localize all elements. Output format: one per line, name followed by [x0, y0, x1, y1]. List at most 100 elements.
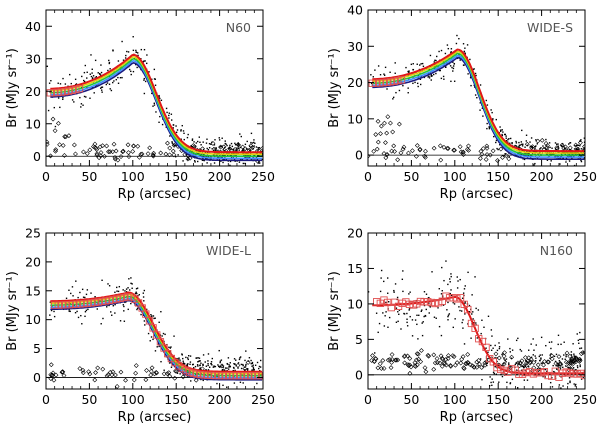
data-point [383, 280, 385, 283]
data-point [92, 75, 95, 77]
data-point [80, 314, 82, 317]
x-tick-label: 200 [208, 392, 232, 407]
data-point [496, 360, 498, 363]
data-point [526, 361, 528, 363]
data-point [191, 139, 194, 142]
background-point [245, 360, 251, 365]
data-point [154, 84, 157, 86]
background-point [375, 139, 381, 145]
data-point [576, 366, 579, 369]
model-curve [50, 299, 263, 381]
data-point [174, 156, 177, 158]
background-point [219, 363, 225, 369]
data-point [244, 167, 245, 168]
data-point [387, 326, 389, 328]
data-point [520, 369, 523, 372]
data-point [417, 75, 420, 77]
data-point [561, 358, 564, 360]
data-point [410, 63, 413, 66]
plot-frame [45, 9, 264, 167]
data-point [496, 349, 499, 352]
data-point [168, 112, 171, 114]
data-point [122, 59, 125, 61]
model-curve [50, 57, 263, 157]
data-point [372, 76, 374, 78]
data-point [214, 149, 216, 152]
data-point [490, 349, 493, 351]
background-point [109, 372, 115, 378]
data-point [471, 313, 473, 315]
data-point [198, 357, 201, 359]
data-point [127, 308, 129, 311]
background-point [112, 156, 118, 162]
data-point [463, 64, 465, 66]
data-point [535, 357, 537, 359]
data-point [558, 384, 561, 386]
data-point [570, 354, 573, 356]
data-point [197, 357, 199, 359]
data-point [487, 351, 489, 353]
data-point [89, 73, 91, 75]
data-point [411, 319, 414, 321]
background-point [371, 148, 377, 154]
data-point [394, 72, 396, 74]
data-point [474, 94, 477, 96]
data-point [108, 59, 110, 62]
data-point [162, 332, 165, 335]
background-point [389, 352, 395, 357]
data-point [545, 344, 547, 347]
data-point [144, 324, 146, 326]
data-point [84, 64, 87, 67]
data-point [143, 60, 145, 62]
data-point [497, 148, 499, 151]
data-point [86, 77, 88, 79]
data-point [452, 301, 454, 304]
data-point [520, 141, 523, 143]
data-point [508, 362, 510, 364]
data-point [464, 302, 466, 304]
data-point [183, 132, 185, 135]
data-point [377, 65, 380, 67]
data-point [210, 156, 212, 158]
data-point [534, 355, 536, 357]
data-point [134, 292, 137, 295]
background-point [459, 356, 465, 362]
plot-frame [367, 9, 586, 167]
data-point [515, 339, 518, 342]
plot-frame [367, 232, 586, 390]
background-point [95, 365, 101, 371]
data-point [563, 354, 565, 356]
data-point [105, 83, 107, 86]
data-point [448, 278, 451, 280]
data-point [249, 145, 251, 148]
data-point [82, 79, 85, 82]
data-point [222, 161, 224, 164]
data-point [560, 343, 562, 346]
background-point [450, 353, 456, 359]
data-point [463, 343, 466, 345]
model-curve [50, 55, 263, 155]
data-point [210, 143, 212, 146]
data-point [71, 286, 74, 288]
data-point [53, 106, 55, 109]
data-point [541, 362, 544, 364]
data-point [117, 60, 120, 62]
data-point [142, 296, 145, 298]
background-point [417, 146, 423, 152]
data-point [452, 67, 455, 70]
data-point [517, 146, 519, 148]
background-point [454, 360, 460, 366]
data-point [518, 141, 520, 144]
data-point [252, 367, 255, 370]
data-point [256, 382, 258, 385]
data-point [153, 68, 156, 71]
data-point [91, 77, 94, 80]
data-point [183, 368, 186, 370]
data-point [522, 158, 524, 160]
data-point [575, 383, 577, 386]
data-point [257, 162, 260, 164]
data-point [499, 130, 502, 132]
data-point [505, 361, 507, 363]
data-point [115, 78, 117, 81]
data-point [449, 281, 451, 283]
